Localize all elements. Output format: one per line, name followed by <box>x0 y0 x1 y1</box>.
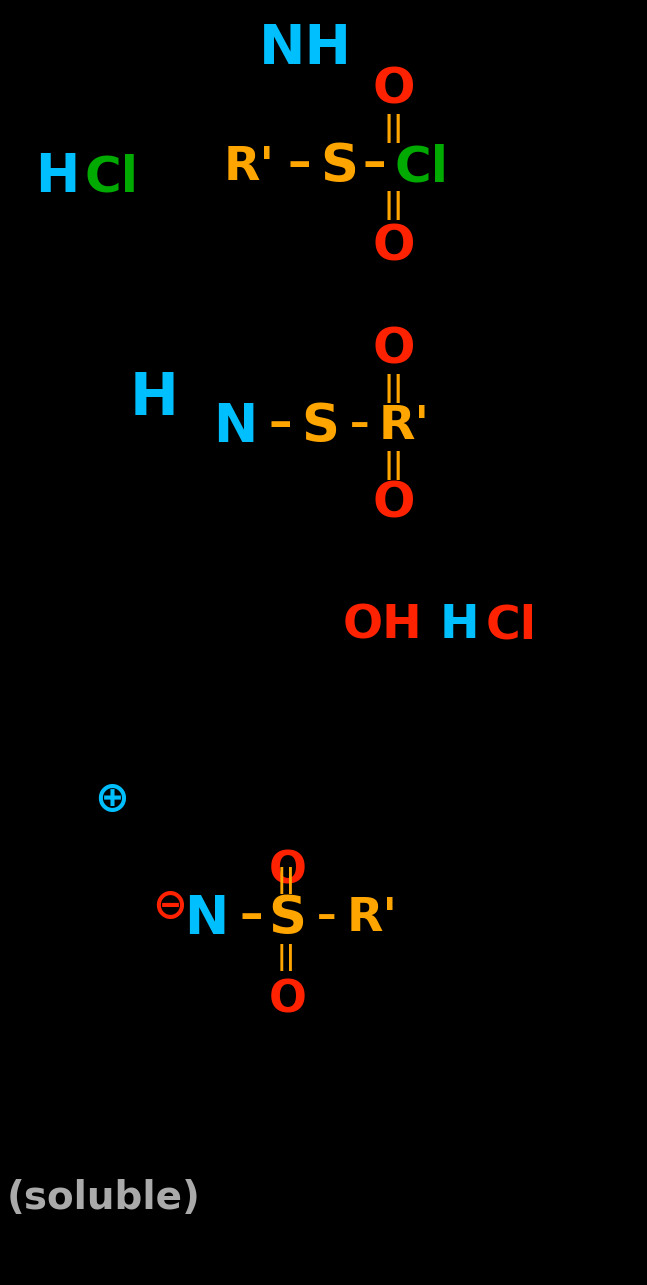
Text: –: – <box>269 401 292 447</box>
Text: Cl: Cl <box>485 603 536 649</box>
Text: ⊖: ⊖ <box>152 885 187 926</box>
Text: –: – <box>239 893 263 939</box>
Text: O: O <box>269 849 307 893</box>
Text: R': R' <box>378 403 430 450</box>
Text: ||: || <box>277 943 296 971</box>
Text: H: H <box>36 152 80 203</box>
Text: ||: || <box>384 374 404 402</box>
Text: ||: || <box>384 114 404 143</box>
Text: O: O <box>372 66 415 114</box>
Text: ||: || <box>384 451 404 479</box>
Text: R': R' <box>346 896 397 942</box>
Text: N: N <box>184 893 228 944</box>
Text: ⊕: ⊕ <box>94 779 129 820</box>
Text: –: – <box>288 141 311 188</box>
Text: O: O <box>372 479 415 528</box>
Text: S: S <box>301 401 339 452</box>
Text: O: O <box>372 222 415 271</box>
Text: S: S <box>320 141 358 193</box>
Text: O: O <box>269 978 307 1022</box>
Text: H: H <box>129 370 179 427</box>
Text: O: O <box>372 325 415 374</box>
Text: H: H <box>440 603 479 649</box>
Text: NH: NH <box>259 22 352 76</box>
Text: –: – <box>349 405 369 443</box>
Text: –: – <box>362 141 386 188</box>
Text: R': R' <box>223 144 274 190</box>
Text: –: – <box>317 897 336 935</box>
Text: (soluble): (soluble) <box>6 1178 201 1217</box>
Text: ||: || <box>384 191 404 220</box>
Text: N: N <box>214 401 258 452</box>
Text: Cl: Cl <box>395 143 448 191</box>
Text: S: S <box>269 893 307 944</box>
Text: Cl: Cl <box>84 153 138 202</box>
Text: OH: OH <box>343 603 422 649</box>
Text: ||: || <box>277 866 296 894</box>
